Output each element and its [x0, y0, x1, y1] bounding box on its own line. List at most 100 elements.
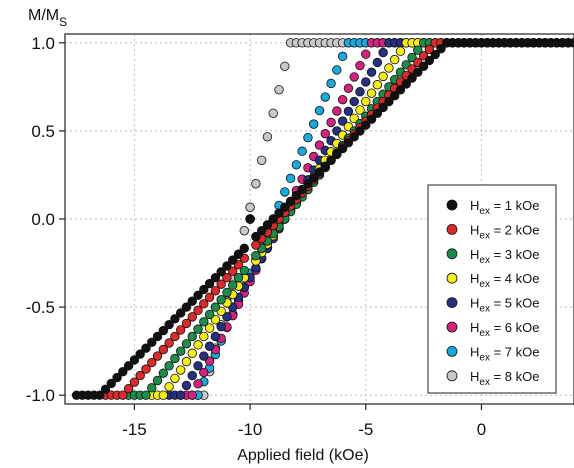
data-point	[355, 126, 365, 136]
data-point	[222, 261, 232, 271]
data-point	[314, 140, 325, 150]
legend-box	[427, 184, 557, 394]
legend-label: Hex = 6 kOe	[470, 320, 539, 339]
legend-label: Hex = 4 kOe	[470, 271, 539, 290]
data-point	[152, 375, 163, 386]
data-point	[332, 65, 342, 75]
legend-marker	[446, 199, 458, 211]
data-point	[430, 49, 440, 60]
data-point	[418, 61, 429, 72]
legend-label-sub: ex	[479, 279, 490, 290]
data-point	[332, 106, 342, 116]
data-point	[187, 370, 197, 381]
data-point	[170, 314, 180, 324]
y-tick-label: 0.5	[31, 122, 55, 141]
data-point	[164, 361, 174, 371]
data-point	[164, 338, 174, 348]
data-point	[395, 46, 406, 56]
data-point	[361, 49, 371, 59]
data-point	[147, 383, 157, 393]
data-point	[233, 249, 244, 259]
data-point	[378, 102, 388, 113]
y-tick-label: -1.0	[26, 386, 55, 405]
data-point	[239, 265, 250, 276]
legend-label-main: H	[470, 198, 479, 213]
data-point	[94, 390, 105, 400]
data-point	[337, 51, 348, 62]
data-point	[251, 179, 261, 189]
data-point	[384, 96, 394, 107]
data-point	[210, 286, 221, 296]
data-point	[141, 364, 151, 374]
data-point	[320, 92, 330, 102]
data-points	[71, 38, 574, 400]
data-point	[361, 77, 371, 87]
data-point	[378, 47, 388, 58]
data-point	[204, 278, 215, 289]
legend-marker	[446, 321, 458, 333]
data-point	[129, 355, 140, 365]
data-point	[193, 290, 203, 301]
data-point	[355, 105, 365, 115]
legend-label-value: = 6 kOe	[490, 320, 540, 335]
data-point	[436, 43, 446, 54]
data-point	[233, 273, 244, 283]
data-point	[141, 390, 151, 400]
data-point	[239, 226, 250, 236]
data-point	[343, 137, 354, 148]
data-point	[199, 299, 209, 309]
legend-label-value: = 1 kOe	[490, 198, 540, 213]
x-tick-label: -10	[238, 420, 263, 439]
data-point	[118, 390, 128, 400]
legend-label-sub: ex	[479, 230, 490, 241]
data-point	[199, 367, 209, 378]
data-point	[372, 80, 383, 90]
data-point	[349, 113, 359, 124]
data-point	[395, 85, 406, 95]
data-point	[199, 351, 209, 361]
data-point	[100, 384, 111, 395]
legend-marker	[446, 297, 458, 309]
data-point	[181, 318, 192, 329]
data-point	[361, 96, 371, 107]
data-point	[193, 324, 203, 334]
data-point	[274, 208, 284, 218]
series-1	[71, 38, 574, 400]
data-point	[297, 184, 307, 195]
data-point	[204, 341, 215, 351]
data-point	[222, 273, 232, 283]
data-point	[141, 343, 151, 353]
data-point	[320, 129, 330, 139]
data-point	[285, 173, 296, 184]
data-point	[303, 132, 313, 143]
data-point	[193, 305, 203, 316]
data-point	[216, 295, 226, 305]
data-point	[106, 378, 116, 389]
data-point	[268, 214, 278, 224]
data-point	[309, 173, 319, 183]
data-point	[256, 155, 267, 165]
data-point	[123, 383, 134, 394]
legend-label-sub: ex	[479, 377, 490, 388]
data-point	[366, 67, 377, 77]
legend-label-value: = 5 kOe	[490, 296, 540, 311]
legend-marker	[446, 248, 458, 260]
data-point	[569, 38, 574, 48]
legend-label: Hex = 7 kOe	[470, 344, 539, 363]
data-point	[262, 132, 273, 142]
data-point	[158, 344, 169, 355]
data-point	[245, 214, 255, 224]
data-point	[326, 155, 336, 165]
legend-label-main: H	[470, 271, 479, 286]
data-point	[349, 72, 359, 82]
data-point	[175, 325, 186, 335]
data-point	[291, 190, 302, 201]
data-point	[216, 279, 226, 289]
legend-label: Hex = 1 kOe	[470, 198, 539, 217]
y-axis-label-sub: S	[59, 15, 67, 29]
legend-marker	[446, 223, 458, 235]
data-point	[401, 79, 411, 89]
data-point	[320, 161, 330, 171]
data-point	[239, 243, 250, 254]
